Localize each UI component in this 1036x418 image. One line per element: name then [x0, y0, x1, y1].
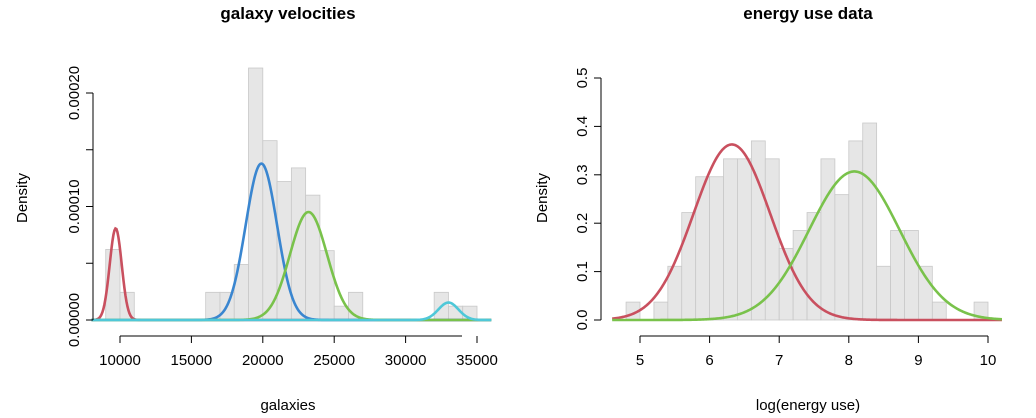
x-tick-label: 10	[980, 352, 997, 369]
histogram-bar	[848, 140, 864, 321]
y-tick-label: 0.0	[574, 310, 591, 331]
histogram-bar	[778, 247, 794, 321]
y-tick-label: 0.4	[574, 116, 591, 137]
y-axis-label: Density	[14, 172, 31, 223]
x-tick-label: 25000	[313, 352, 355, 369]
histogram-bar	[653, 301, 669, 321]
y-axis: 0.0 0.1 0.2 0.3 0.4 0.5	[574, 68, 602, 331]
y-tick-label: 0.00020	[66, 66, 83, 120]
x-tick-label: 5	[636, 352, 644, 369]
y-tick-label: 0.3	[574, 164, 591, 185]
x-tick-label: 35000	[456, 352, 498, 369]
density-curves	[612, 143, 1002, 322]
histogram-bar	[862, 122, 878, 321]
histogram-bar	[931, 301, 947, 321]
x-tick-label: 10000	[99, 352, 141, 369]
histogram-bar	[723, 158, 738, 321]
x-tick-label: 7	[775, 352, 783, 369]
x-tick-label: 30000	[385, 352, 427, 369]
density-curve-4	[91, 301, 492, 322]
x-tick-label: 20000	[242, 352, 284, 369]
x-tick-label: 9	[914, 352, 922, 369]
density-curve-2	[612, 170, 1002, 322]
x-tick-label: 15000	[171, 352, 213, 369]
chart-title: energy use data	[743, 4, 873, 23]
histogram-bar	[709, 176, 724, 321]
y-tick-label: 0.00000	[66, 293, 83, 347]
density-curves	[91, 162, 492, 322]
y-axis-label: Density	[534, 172, 551, 223]
x-axis: 10000 15000 20000 25000 30000 35000	[99, 335, 498, 369]
histogram-bars	[105, 67, 478, 321]
y-tick-label: 0.5	[574, 68, 591, 89]
histogram-bar	[820, 158, 836, 321]
histogram-bar	[834, 194, 850, 321]
y-axis: 0.00000 0.00010 0.00020	[66, 66, 94, 347]
energy-use-panel: energy use data log(energy use) Density …	[534, 4, 1002, 414]
histogram-bar	[890, 230, 905, 321]
y-tick-label: 0.2	[574, 213, 591, 234]
x-axis: 5 6 7 8 9 10	[636, 335, 997, 369]
galaxy-velocities-panel: galaxy velocities galaxies Density 10000…	[14, 4, 498, 414]
histogram-bars	[625, 122, 989, 321]
x-tick-label: 6	[705, 352, 713, 369]
histogram-bar	[319, 250, 335, 321]
histogram-bar	[876, 265, 891, 321]
x-axis-label: log(energy use)	[756, 397, 860, 414]
x-axis-label: galaxies	[260, 397, 315, 414]
x-tick-label: 8	[845, 352, 853, 369]
y-tick-label: 0.1	[574, 261, 591, 282]
histogram-bar	[737, 158, 752, 321]
histogram-bar	[276, 181, 292, 321]
chart-title: galaxy velocities	[220, 4, 355, 23]
density-curve-1	[612, 143, 1002, 322]
y-tick-label: 0.00010	[66, 179, 83, 233]
